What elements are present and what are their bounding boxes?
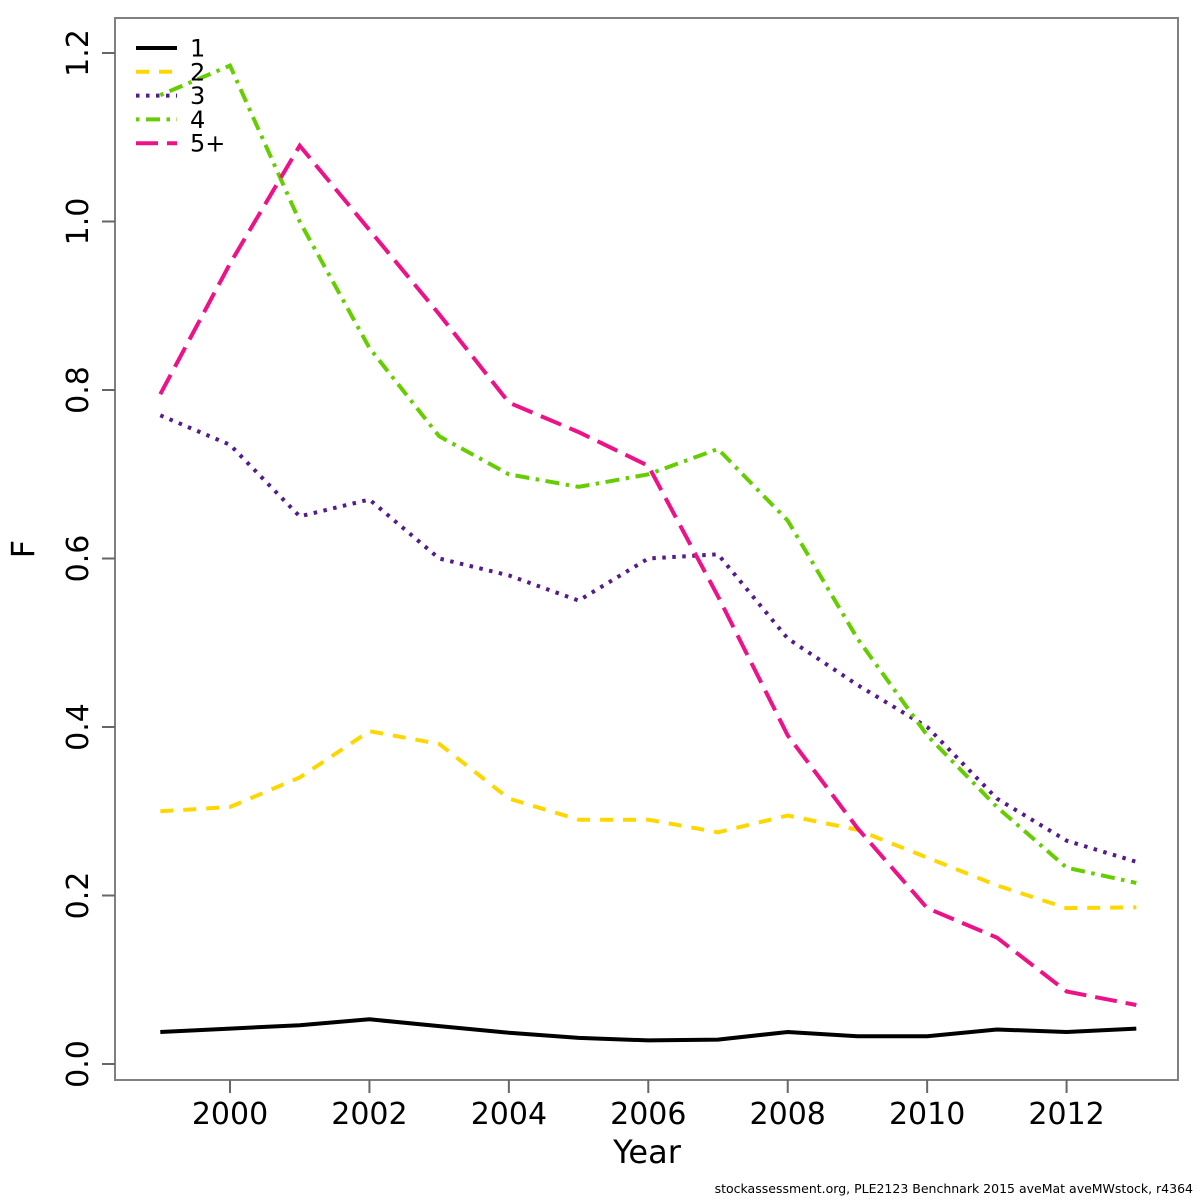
y-tick-label: 0.6: [61, 535, 96, 583]
legend-label: 2: [190, 58, 205, 86]
series-line-5+: [158, 142, 1137, 1007]
y-tick-label: 1.2: [61, 29, 96, 77]
x-tick-label: 2012: [1028, 1097, 1104, 1132]
caption: stockassessment.org, PLE2123 Benchnark 2…: [715, 1181, 1193, 1196]
legend-label: 5+: [190, 130, 225, 158]
series-lines: [158, 62, 1137, 1043]
legend-item-3: 3: [136, 82, 205, 110]
x-tick-label: 2006: [610, 1097, 686, 1132]
x-tick-label: 2002: [331, 1097, 407, 1132]
x-axis-title: Year: [612, 1133, 682, 1171]
y-tick-label: 0.0: [61, 1040, 96, 1088]
legend-item-1: 1: [136, 35, 205, 63]
series-line-3: [159, 413, 1137, 864]
legend-item-2: 2: [136, 58, 205, 86]
legend-item-4: 4: [136, 106, 205, 134]
x-axis: 2000 2002 2004 2006 2008 2010 2012: [192, 1080, 1105, 1132]
legend-label: 1: [190, 35, 205, 63]
series-line-4: [159, 62, 1137, 885]
y-tick-label: 0.4: [61, 703, 96, 751]
y-axis-title: F: [4, 540, 42, 558]
x-tick-label: 2008: [750, 1097, 826, 1132]
legend-label: 3: [190, 82, 205, 110]
series-line-2: [160, 729, 1137, 911]
y-tick-label: 0.8: [61, 366, 96, 414]
x-tick-label: 2004: [471, 1097, 547, 1132]
y-axis: 0.0 0.2 0.4 0.6 0.8 1.0 1.2: [61, 29, 115, 1088]
legend-item-5+: 5+: [136, 130, 225, 158]
y-tick-label: 1.0: [61, 198, 96, 246]
x-tick-label: 2010: [889, 1097, 965, 1132]
y-tick-label: 0.2: [61, 872, 96, 920]
legend-label: 4: [190, 106, 205, 134]
plot-box: [114, 17, 1179, 1081]
x-tick-label: 2000: [192, 1097, 268, 1132]
series-line-1: [160, 1017, 1137, 1043]
